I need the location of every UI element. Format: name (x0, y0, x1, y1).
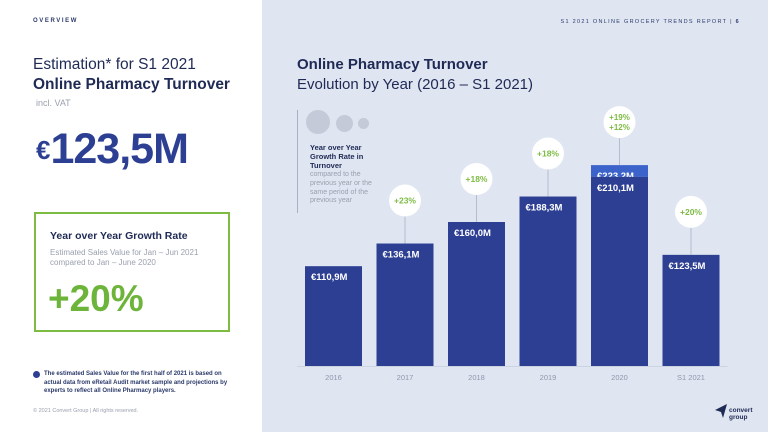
bubble-icon-large (306, 110, 330, 134)
growth-bubble (532, 137, 564, 170)
bar (519, 196, 577, 366)
chart-subtitle: Evolution by Year (2016 – S1 2021) (297, 76, 534, 93)
x-tick-label: 2019 (540, 373, 557, 382)
footnote: The estimated Sales Value for the first … (44, 371, 228, 395)
turnover-bar-chart: €110,9M 2016 €136,1M 2017 +23% €160,0M 2018 +18… (297, 106, 728, 382)
x-tick-label: 2017 (397, 373, 414, 382)
logo-text: convert group (729, 407, 753, 422)
logo-line1: convert (729, 407, 753, 414)
bubble-icon-medium (336, 115, 353, 132)
estimation-title: Estimation* for S1 2021 (33, 56, 196, 73)
logo-line2: group (729, 413, 748, 421)
vat-note: incl. VAT (36, 98, 71, 108)
bar (376, 243, 434, 366)
headline-value: 123,5M (50, 125, 188, 173)
bubble-icon-small (358, 118, 369, 129)
legend-title: Year over Year Growth Rate in Turnover (310, 143, 364, 170)
convert-group-logo-icon (715, 404, 727, 418)
growth-label: +18% (466, 174, 488, 184)
currency-symbol: € (36, 135, 51, 165)
extra-bar-segment (591, 165, 648, 177)
bar-value-label: €123,5M (669, 261, 706, 272)
growth-label: +18% (537, 149, 559, 159)
page-number: 6 (735, 19, 740, 25)
x-tick-label: 2018 (468, 373, 485, 382)
growth-box-title: Year over Year Growth Rate (50, 230, 188, 242)
extra-growth-label: +12% (609, 123, 630, 132)
report-header: S1 2021 ONLINE GROCERY TRENDS REPORT | 6 (561, 19, 740, 25)
growth-bubble (389, 184, 421, 217)
growth-label: +23% (394, 196, 416, 206)
headline-turnover: €123,5M (36, 125, 189, 173)
growth-bubble (460, 163, 493, 195)
copyright: © 2021 Convert Group | All rights reserv… (33, 408, 139, 414)
growth-bubble (675, 195, 707, 228)
bar (448, 222, 505, 366)
x-tick-label: S1 2021 (677, 373, 705, 382)
estimation-subject: Online Pharmacy Turnover (33, 76, 230, 93)
bar (305, 266, 362, 366)
growth-bubble (603, 106, 636, 139)
x-tick-label: 2020 (611, 373, 628, 382)
growth-label: +19% (609, 113, 630, 122)
bar (591, 176, 648, 366)
section-label: OVERVIEW (33, 18, 79, 24)
growth-box-subtitle: Estimated Sales Value for Jan – Jun 2021… (50, 248, 199, 268)
legend-description: compared to the previous year or the sam… (310, 171, 372, 205)
bullet-icon (33, 371, 40, 378)
legend-divider (297, 110, 298, 213)
header-separator: | (730, 19, 733, 25)
bar (662, 254, 720, 366)
summary-panel: OVERVIEW Estimation* for S1 2021 Online … (0, 0, 262, 432)
chart-title: Online Pharmacy Turnover (297, 56, 488, 73)
bar-value-label: €188,3M (526, 203, 563, 214)
x-tick-label: 2016 (325, 373, 342, 382)
report-title: S1 2021 ONLINE GROCERY TRENDS REPORT (560, 19, 728, 25)
bar-value-label: €110,9M (311, 272, 348, 283)
growth-label: +20% (680, 207, 702, 217)
growth-rate-box: Year over Year Growth Rate Estimated Sal… (34, 212, 230, 332)
bar-value-label: €210,1M (597, 183, 634, 194)
extra-value-label: €223,2M (597, 171, 634, 182)
bar-value-label: €160,0M (454, 228, 491, 239)
growth-box-value: +20% (48, 278, 144, 319)
bar-value-label: €136,1M (383, 250, 420, 261)
chart-panel: S1 2021 ONLINE GROCERY TRENDS REPORT | 6… (262, 0, 768, 432)
